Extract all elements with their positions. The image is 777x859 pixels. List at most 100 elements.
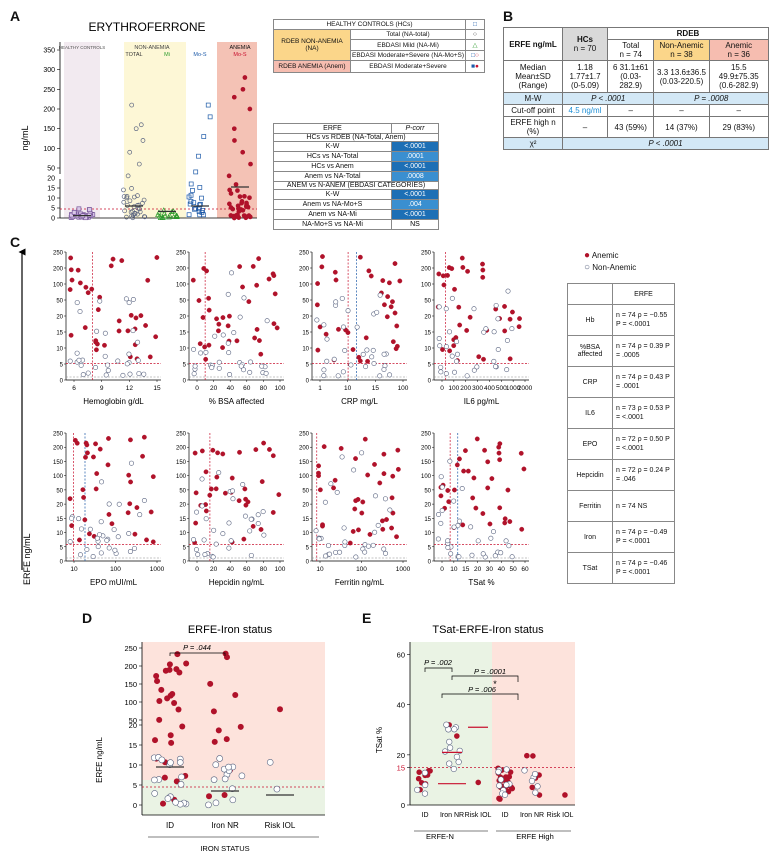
c-point-anemic [389, 495, 395, 501]
a-point [129, 186, 134, 191]
b-row-high-label: ERFE high n (%) [503, 116, 563, 138]
c-point-anemic [85, 450, 90, 456]
c-point-anemic [366, 268, 372, 274]
b-row-median-na: 3.3 13.6±36.5 (0.03-220.5) [653, 60, 710, 93]
c-point-anemic [69, 277, 75, 283]
c-xtick: 100 [110, 566, 121, 573]
d-point-anemic [206, 793, 213, 800]
c-point-nonanemic [438, 474, 444, 480]
stats-label: Anem vs NA-Total [273, 171, 392, 182]
c-point-nonanemic [327, 551, 333, 557]
c-point-nonanemic [387, 372, 393, 378]
legend-nonanemic: ○ Non-Anemic [584, 262, 637, 273]
c-point-nonanemic [443, 371, 449, 377]
c-point-nonanemic [333, 299, 339, 305]
c-point-anemic [480, 261, 485, 267]
c-point-nonanemic [261, 532, 267, 538]
c-point-nonanemic [76, 357, 82, 363]
c-point-anemic [350, 347, 356, 352]
c-point-anemic [203, 469, 209, 475]
c-subplot: 0 5 10 15 20 50 100 200 250 0 20 40 60 80 100 % BSA aff… [176, 251, 286, 407]
b-row-mw-label: M-W [503, 92, 563, 105]
c-point-nonanemic [448, 551, 454, 557]
c-point-anemic [392, 261, 398, 266]
b-row-median-total: 6 31.1±61 (0.03-282.9) [606, 60, 655, 93]
c-point-anemic [82, 517, 88, 523]
c-table-row: %BSA affected n = 74 ρ = 0.39 P = .0005 [567, 335, 675, 367]
c-ytick: 50 [179, 299, 186, 305]
c-point-nonanemic [365, 543, 371, 549]
b-row-median-hc: 1.18 1.77±1.7 (0-5.09) [562, 60, 608, 93]
a-point [238, 207, 243, 213]
d-point-anemic [169, 691, 176, 698]
c-point-anemic [68, 332, 74, 338]
c-point-nonanemic [95, 544, 101, 550]
a-ytick: 200 [43, 107, 55, 114]
e-star: * [493, 679, 497, 689]
c-point-anemic [441, 282, 447, 288]
e-point-anemic [562, 792, 568, 798]
b-head-erfe: ERFE ng/mL [503, 27, 563, 61]
c-point-anemic [199, 448, 205, 454]
c-point-anemic [350, 529, 356, 534]
a-ytick: 150 [43, 126, 55, 133]
legend-na-total: Total (NA-total) [350, 29, 466, 40]
group-label-mos-an: Mo-S [233, 52, 246, 58]
c-point-nonanemic [491, 358, 497, 364]
c-point-anemic [148, 509, 154, 515]
c-point-anemic [274, 325, 280, 331]
d-point-anemic [175, 706, 182, 713]
c-subplot: 0 5 10 15 20 50 100 200 250 1 10 15 100 CRP mg/L [299, 251, 409, 407]
c-point-nonanemic [97, 298, 103, 304]
c-point-anemic [150, 539, 156, 545]
legend-rdeb-an: RDEB ANEMIA (Anem) [273, 60, 351, 73]
panel-label-e: E [362, 610, 372, 626]
legend-rdeb-na: RDEB NON-ANEMIA (NA) [273, 29, 351, 61]
c-point-nonanemic [438, 520, 444, 526]
stats-label: HCs vs Anem [273, 161, 392, 172]
d-ytick: 150 [124, 680, 137, 689]
c-point-anemic [463, 448, 468, 454]
d-ytick: 50 [129, 716, 137, 725]
c-ytick: 200 [299, 267, 310, 273]
a-point [122, 208, 128, 214]
c-point-nonanemic [445, 538, 451, 544]
c-ytick: 0 [60, 560, 64, 566]
c-point-anemic [67, 287, 73, 292]
d-point-nonanemic [266, 759, 274, 766]
c-xtick: 40 [498, 566, 506, 573]
b-row-chi-label: χ² [503, 137, 563, 150]
c-point-nonanemic [488, 535, 494, 541]
c-point-nonanemic [220, 531, 226, 537]
c-ytick: 100 [53, 474, 64, 480]
c-xtick: 10 [70, 566, 78, 573]
c-point-anemic [336, 326, 341, 332]
b-row-chi-p: P < .0001 [562, 137, 769, 150]
c-point-anemic [270, 510, 276, 515]
a-point [240, 86, 246, 92]
c-point-nonanemic [225, 340, 231, 346]
c-point-nonanemic [220, 332, 226, 338]
c-point-nonanemic [195, 551, 201, 557]
c-point-anemic [207, 492, 213, 498]
d-point-anemic [166, 661, 173, 668]
e-ytick: 20 [397, 751, 405, 760]
c-point-nonanemic [439, 508, 445, 514]
c-point-nonanemic [464, 373, 470, 379]
c-point-anemic [193, 520, 199, 526]
c-point-anemic [93, 486, 99, 492]
c-xlabel: Hepcidin ng/mL [209, 578, 265, 587]
c-point-anemic [271, 273, 277, 279]
c-point-nonanemic [504, 367, 510, 373]
c-point-anemic [258, 351, 264, 357]
d-point-nonanemic [273, 785, 281, 793]
d-point-anemic [179, 723, 186, 730]
c-point-anemic [220, 451, 226, 457]
c-point-nonanemic [359, 450, 365, 456]
c-point-anemic [276, 492, 282, 498]
c-ytick: 10 [424, 531, 431, 537]
e-category: ID [502, 812, 509, 819]
a-point [248, 161, 253, 167]
c-table-stats: n = 74 ρ = 0.39 P = .0005 [612, 335, 675, 367]
